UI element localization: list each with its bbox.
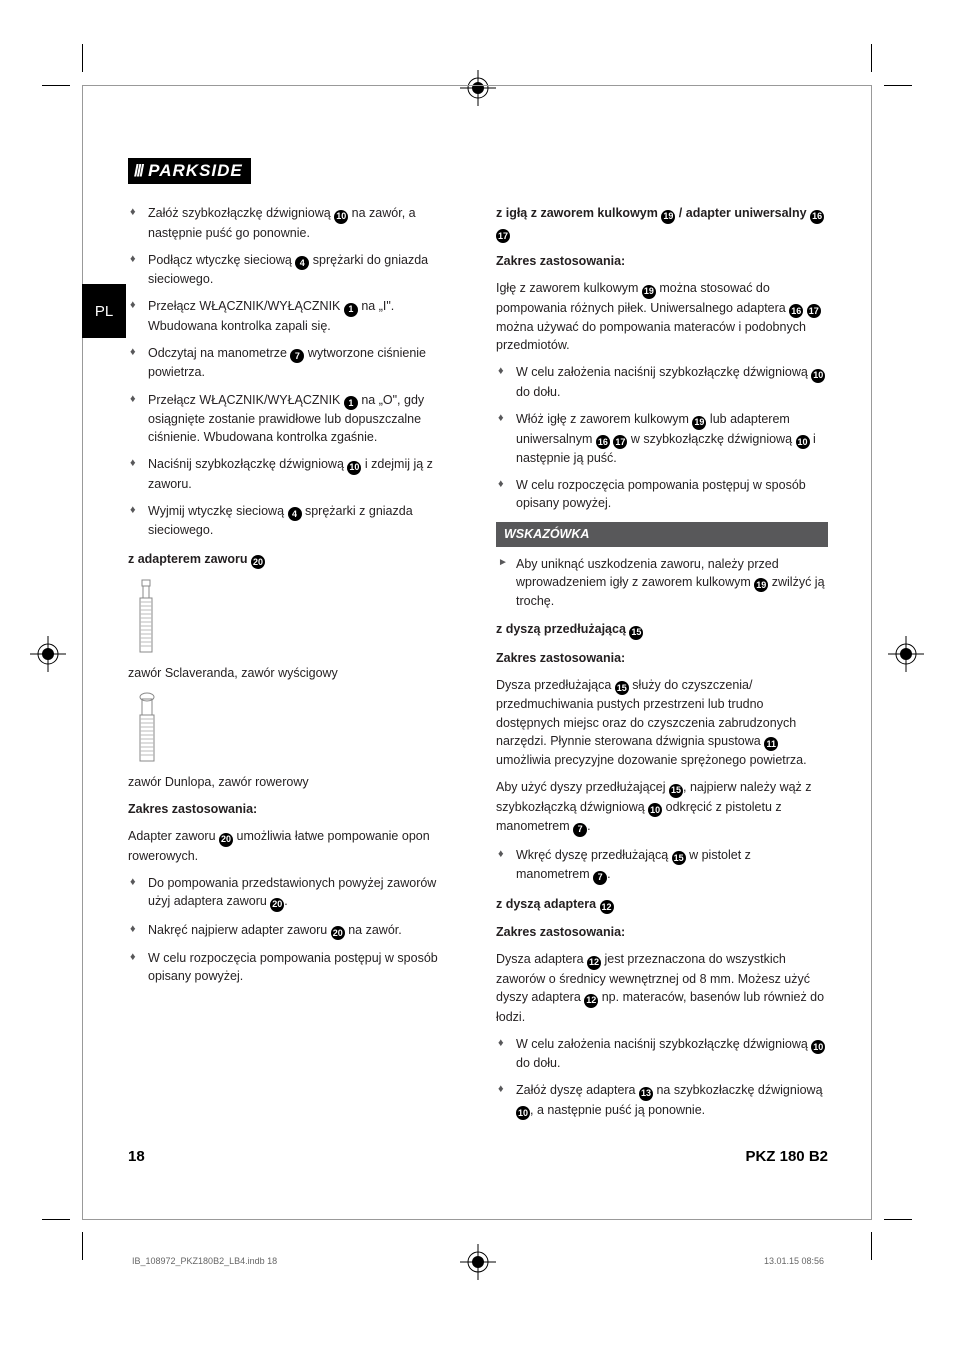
bullets-dysza15: Wkręć dyszę przedłużającą 15 w pistolet … <box>496 846 828 885</box>
section-dysza15-title: z dyszą przedłużającą 15 <box>496 620 828 640</box>
zakres-title-r2: Zakres zastosowania: <box>496 649 828 667</box>
section-adapter-title: z adapterem zaworu 20 <box>128 550 460 570</box>
list-item: Nakręć najpierw adapter zaworu 20 na zaw… <box>128 921 460 941</box>
zakres-title-r3: Zakres zastosowania: <box>496 923 828 941</box>
zakres-title-r1: Zakres zastosowania: <box>496 252 828 270</box>
list-item: Przełącz WŁĄCZNIK/WYŁĄCZNIK 1 na „I". Wb… <box>128 297 460 335</box>
paragraph: Dysza przedłużająca 15 służy do czyszcze… <box>496 676 828 769</box>
page-number: 18 <box>128 1148 145 1165</box>
right-column: z igłą z zaworem kulkowym 19 / adapter u… <box>496 204 828 1130</box>
note-body: Aby uniknąć uszkodzenia zaworu, należy p… <box>496 555 828 611</box>
list-item: Załóż szybkozłączkę dźwigniową 10 na zaw… <box>128 204 460 242</box>
caption-1: zawór Sclaveranda, zawór wyścigowy <box>128 664 460 682</box>
list-item: Wkręć dyszę przedłużającą 15 w pistolet … <box>496 846 828 885</box>
zakres-title-left: Zakres zastosowania: <box>128 800 460 818</box>
product-code: PKZ 180 B2 <box>745 1148 828 1165</box>
print-meta-right: 13.01.15 08:56 <box>764 1256 824 1266</box>
note-text: Aby uniknąć uszkodzenia zaworu, należy p… <box>496 555 828 611</box>
list-item: W celu rozpoczęcia pompowania postępuj w… <box>496 476 828 512</box>
list-item: Wyjmij wtyczkę sieciową 4 sprężarki z gn… <box>128 502 460 540</box>
bullets-dysza12: W celu założenia naciśnij szybkozłączkę … <box>496 1035 828 1121</box>
list-item: Odczytaj na manometrze 7 wytworzone ciśn… <box>128 344 460 382</box>
left-column: Załóż szybkozłączkę dźwigniową 10 na zaw… <box>128 204 460 1130</box>
valve-illustration-1 <box>132 578 460 654</box>
brand-text: PARKSIDE <box>148 161 243 181</box>
brand-slashes-icon: /// <box>134 161 142 181</box>
list-item: W celu założenia naciśnij szybkozłączkę … <box>496 1035 828 1073</box>
list-item: Załóż dyszę adaptera 13 na szybkozłaczkę… <box>496 1081 828 1120</box>
list-item: W celu rozpoczęcia pompowania postępuj w… <box>128 949 460 985</box>
paragraph: Adapter zaworu 20 umożliwia łatwe pompow… <box>128 827 460 865</box>
registration-mark-right-icon <box>888 636 924 672</box>
list-item: W celu założenia naciśnij szybkozłączkę … <box>496 363 828 401</box>
valve-illustration-2 <box>132 691 460 763</box>
list-item: Naciśnij szybkozłączkę dźwigniową 10 i z… <box>128 455 460 493</box>
left-bottom-bullets: Do pompowania przedstawionych powyżej za… <box>128 874 460 985</box>
bullets-igla: W celu założenia naciśnij szybkozłączkę … <box>496 363 828 512</box>
left-top-bullets: Załóż szybkozłączkę dźwigniową 10 na zaw… <box>128 204 460 540</box>
language-tab: PL <box>82 284 126 338</box>
brand-bar: /// PARKSIDE <box>128 158 251 184</box>
section-dysza12-title: z dyszą adaptera 12 <box>496 895 828 915</box>
note-label: WSKAZÓWKA <box>496 522 828 546</box>
paragraph: Aby użyć dyszy przedłużającej 15, najpie… <box>496 778 828 837</box>
list-item: Do pompowania przedstawionych powyżej za… <box>128 874 460 912</box>
list-item: Włóż igłę z zaworem kulkowym 19 lub adap… <box>496 410 828 467</box>
caption-2: zawór Dunlopa, zawór rowerowy <box>128 773 460 791</box>
registration-mark-left-icon <box>30 636 66 672</box>
section-igla-title: z igłą z zaworem kulkowym 19 / adapter u… <box>496 204 828 243</box>
paragraph: Dysza adaptera 12 jest przeznaczona do w… <box>496 950 828 1025</box>
list-item: Przełącz WŁĄCZNIK/WYŁĄCZNIK 1 na „O", gd… <box>128 391 460 447</box>
print-meta-left: IB_108972_PKZ180B2_LB4.indb 18 <box>132 1256 277 1266</box>
list-item: Podłącz wtyczkę sieciową 4 sprężarki do … <box>128 251 460 289</box>
paragraph: Igłę z zaworem kulkowym 19 można stosowa… <box>496 279 828 354</box>
